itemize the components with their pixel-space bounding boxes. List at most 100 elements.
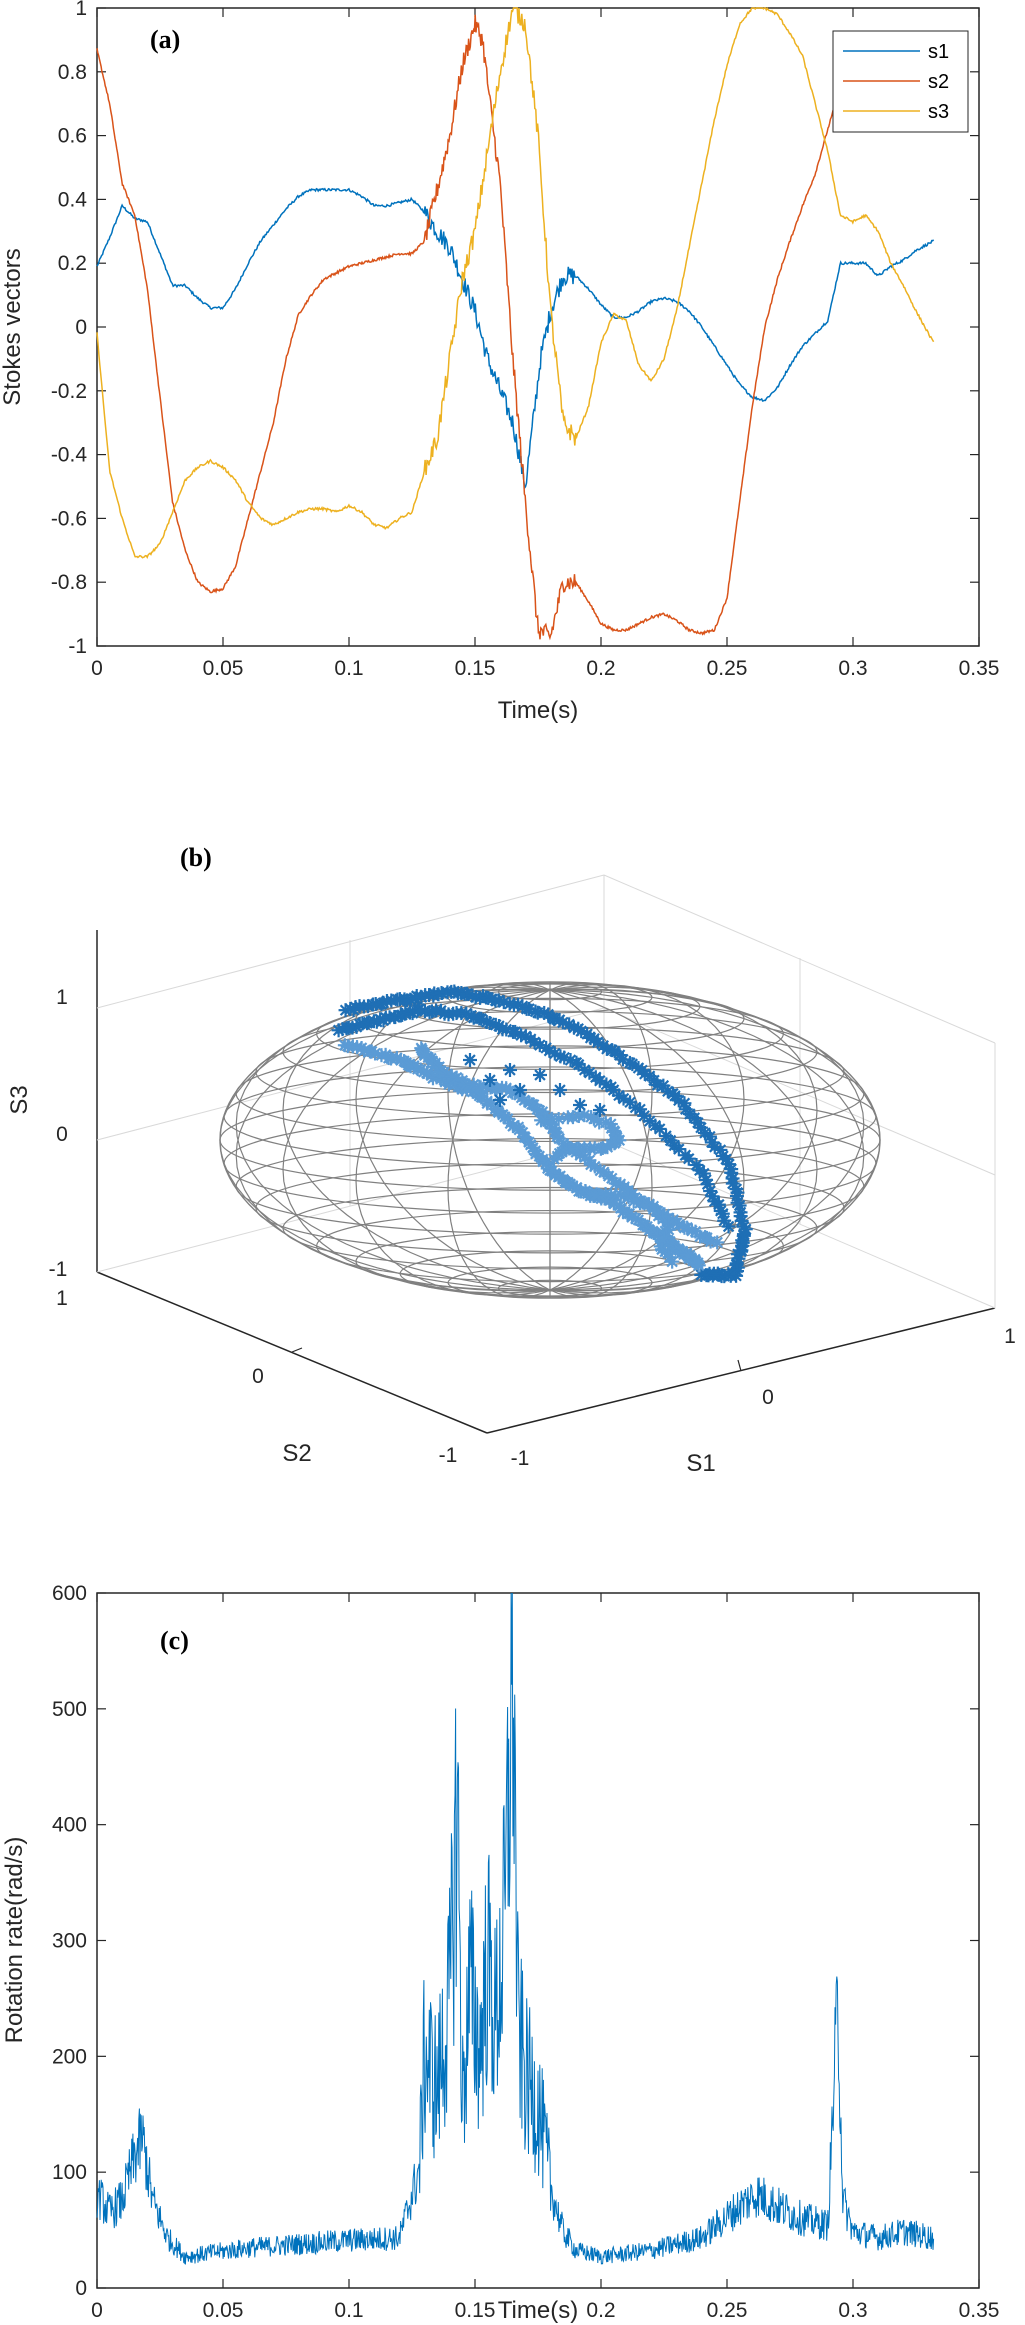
panel-b-3d-box [96, 874, 996, 1434]
x-tick-mark-0 [737, 1359, 742, 1372]
z-tick-0: 0 [56, 1123, 68, 1146]
panel-c-plot-area [96, 1592, 980, 2289]
x-tick-label: 0.25 [707, 657, 748, 680]
panel-b-poincare-sphere: (b) 1 0 -1 1 0 -1 -1 0 1 [6, 843, 1016, 1477]
y-tick-1: 1 [56, 1287, 68, 1310]
panel-c-series [96, 1592, 935, 2265]
panel-b-sphere-mesh [219, 981, 881, 1299]
panel-c-label: (c) [160, 1626, 189, 1655]
x-tick-1: 1 [1004, 1325, 1016, 1348]
x-tick-label: 0.15 [455, 2299, 496, 2322]
panel-b-ylabel: S2 [282, 1440, 311, 1467]
panel-a-xlabel: Time(s) [498, 697, 578, 724]
trajectory-marker [553, 1083, 567, 1097]
x-tick-label: 0.2 [586, 657, 615, 680]
x-tick-minus1: -1 [511, 1447, 530, 1470]
legend-label-s1: s1 [928, 41, 949, 63]
x-tick-label: 0 [91, 2299, 103, 2322]
y-tick-label: -0.2 [51, 380, 87, 403]
y-tick-label: 0.8 [58, 61, 87, 84]
series-line-s3 [96, 7, 935, 559]
y-tick-label: -0.6 [51, 507, 87, 530]
legend-label-s2: s2 [928, 71, 949, 93]
y-tick-label: 0.4 [58, 188, 88, 211]
x-tick-label: 0.05 [203, 2299, 244, 2322]
panel-c-xlabel: Time(s) [498, 2297, 578, 2324]
trajectory-marker [503, 1063, 517, 1077]
trajectory-marker [533, 1068, 547, 1082]
trajectory-marker [590, 1035, 605, 1050]
y-tick-0: 0 [252, 1365, 264, 1388]
y-tick-label: 600 [52, 1582, 87, 1605]
trajectory-marker [694, 1267, 709, 1282]
y-tick-mark-0 [291, 1347, 303, 1353]
x-tick-label: 0.35 [959, 657, 1000, 680]
axis-y-floor [96, 1271, 488, 1434]
sphere-longitude-line [549, 989, 653, 1299]
trajectory-marker [710, 1235, 725, 1250]
panel-b-trajectory [331, 984, 753, 1284]
trajectory-marker [463, 1053, 477, 1067]
x-tick-label: 0.3 [838, 657, 867, 680]
x-tick-label: 0.1 [334, 657, 363, 680]
y-tick-label: 0.6 [58, 125, 87, 148]
x-tick-label: 0.2 [586, 2299, 615, 2322]
panel-b-zlabel: S3 [6, 1085, 33, 1114]
panel-a-label: (a) [150, 25, 180, 54]
y-tick-label: 100 [52, 2161, 87, 2184]
y-tick-label: 0 [75, 316, 87, 339]
x-tick-label: 0.05 [203, 657, 244, 680]
x-tick-label: 0.3 [838, 2299, 867, 2322]
y-tick-label: 400 [52, 1814, 87, 1837]
panel-a-stokes-vectors: 0 0.05 0.1 0.15 0.2 0.25 0.3 0.35 -1 -0.8 -0.6 -0.4… [0, 0, 999, 724]
panel-c-rotation-rate: 0 0.05 0.1 0.15 0.2 0.25 0.3 0.35 0 100 200 300 400 5… [1, 1582, 999, 2324]
trajectory-marker [665, 1254, 680, 1269]
y-tick-label: -0.4 [51, 444, 88, 467]
y-tick-label: 0.2 [58, 252, 87, 275]
sphere-outline [219, 982, 881, 1298]
panel-c-ylabel: Rotation rate(rad/s) [1, 1837, 28, 2044]
trajectory-marker [483, 1073, 497, 1087]
trajectory-marker [482, 1015, 497, 1030]
panel-b-ticks: 1 0 -1 1 0 -1 -1 0 1 [49, 986, 1016, 1470]
sphere-longitude-line [282, 989, 551, 1294]
y-tick-label: 500 [52, 1698, 87, 1721]
y-tick-label: 1 [75, 0, 87, 20]
x-tick-label: 0.25 [707, 2299, 748, 2322]
y-tick-label: 0 [75, 2277, 87, 2300]
panel-a-series [96, 7, 935, 641]
trajectory-marker [607, 1124, 622, 1139]
trajectory-marker [593, 1103, 607, 1117]
x-tick-label: 0.1 [334, 2299, 363, 2322]
series-line-series [96, 1592, 935, 2265]
panel-b-xlabel: S1 [686, 1450, 715, 1477]
trajectory-marker [551, 1111, 566, 1126]
x-tick-label: 0.35 [959, 2299, 1000, 2322]
panel-b-label: (b) [180, 843, 212, 872]
x-tick-0: 0 [762, 1386, 774, 1409]
x-tick-label: 0.15 [455, 657, 496, 680]
panel-a-ticks: 0 0.05 0.1 0.15 0.2 0.25 0.3 0.35 -1 -0.8 -0.6 -0.4… [51, 0, 1000, 680]
z-tick-1: 1 [56, 986, 68, 1009]
panel-a-ylabel: Stokes vectors [0, 248, 26, 405]
series-line-s2 [96, 14, 837, 641]
z-tick-minus1: -1 [49, 1258, 68, 1281]
y-tick-label: 300 [52, 1930, 87, 1953]
trajectory-marker [598, 1115, 613, 1130]
panel-c-ticks: 0 0.05 0.1 0.15 0.2 0.25 0.3 0.35 0 100 200 300 400 5… [52, 1582, 999, 2322]
y-tick-label: 200 [52, 2045, 87, 2068]
sphere-longitude-line [549, 981, 653, 1291]
trajectory-marker [493, 1093, 507, 1107]
x-tick-label: 0 [91, 657, 103, 680]
series-line-s1 [96, 187, 935, 490]
y-tick-label: -0.8 [51, 571, 87, 594]
trajectory-marker [547, 1152, 562, 1167]
trajectory-marker [691, 1258, 706, 1273]
trajectory-marker [513, 1083, 527, 1097]
legend-label-s3: s3 [928, 101, 949, 123]
sphere-longitude-line [447, 981, 551, 1291]
trajectory-marker [721, 1219, 736, 1234]
y-tick-label: -1 [68, 635, 87, 658]
trajectory-marker [573, 1098, 587, 1112]
